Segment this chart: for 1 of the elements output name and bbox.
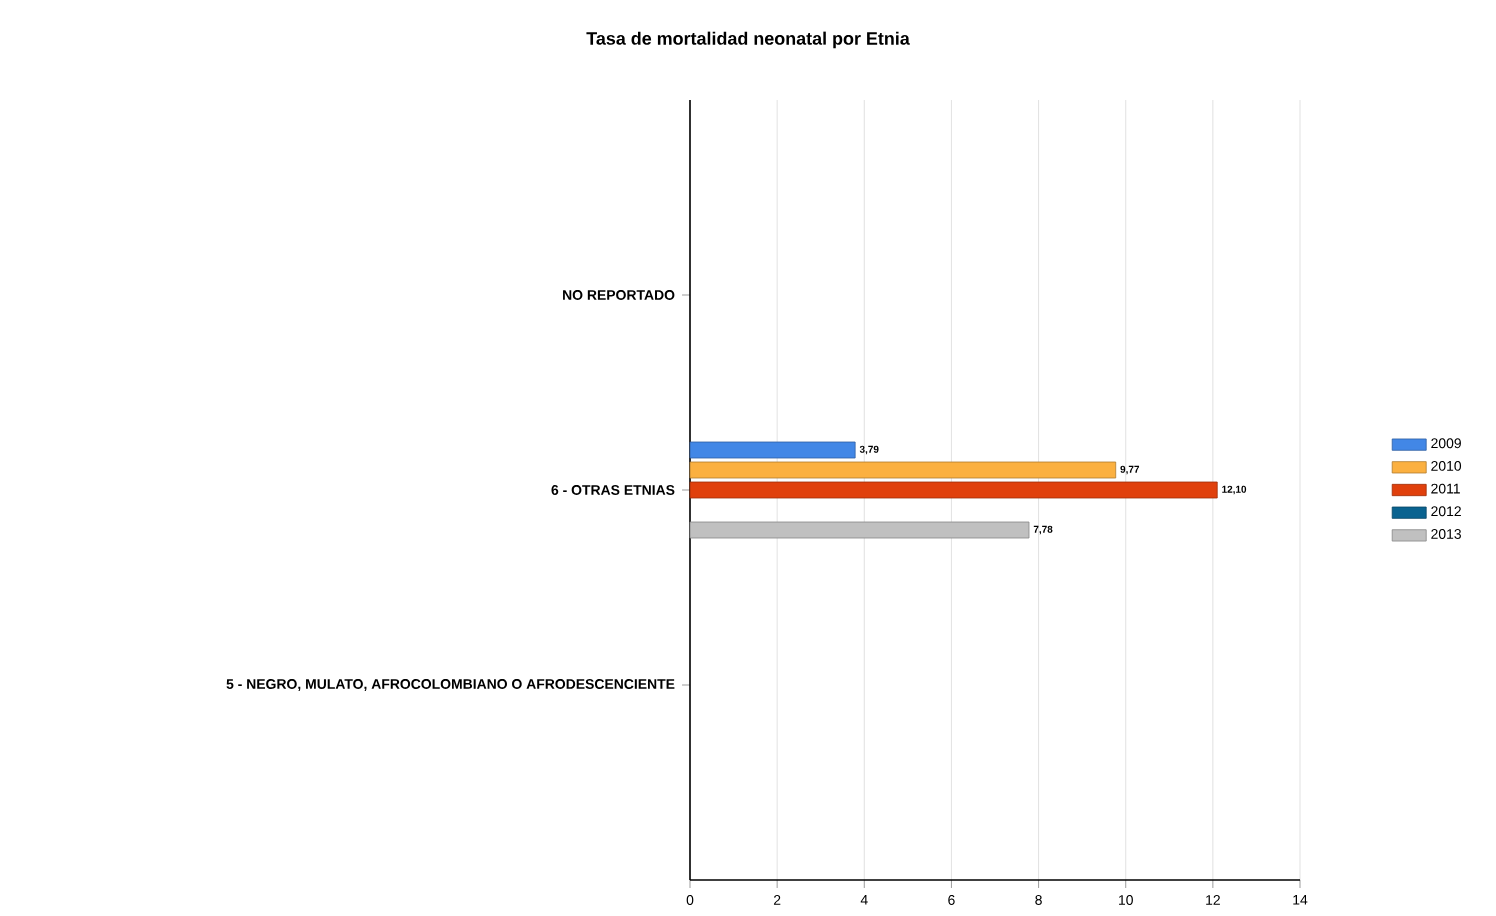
chart-title: Tasa de mortalidad neonatal por Etnia <box>586 31 910 49</box>
